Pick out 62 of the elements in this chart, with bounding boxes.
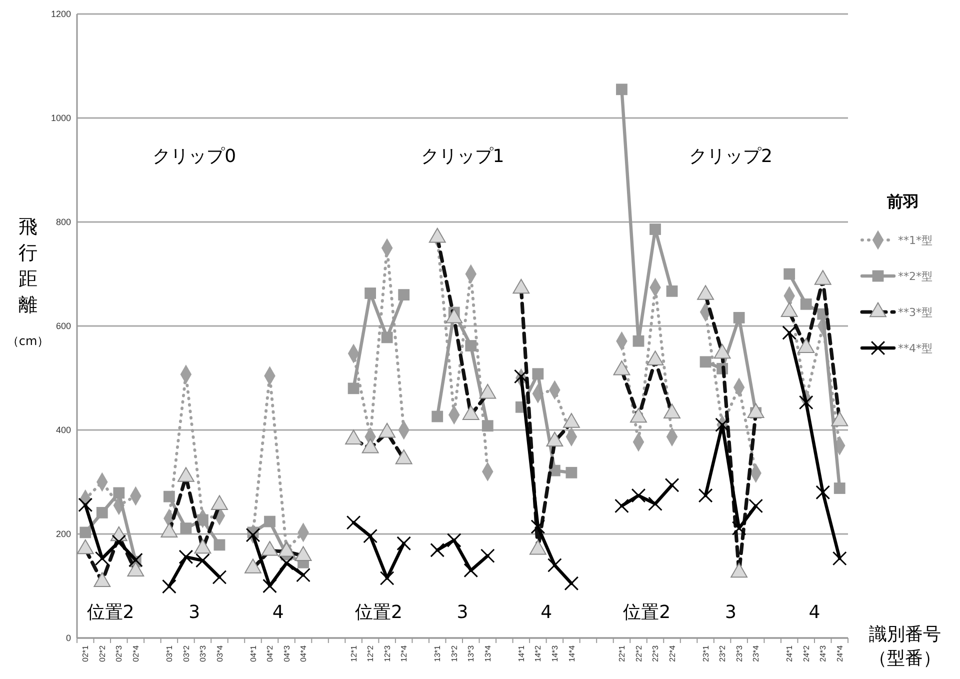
x-tick-label: 03*1	[164, 644, 174, 662]
legend-label: **1*型	[898, 234, 932, 247]
x-tick-label: 23*4	[752, 644, 761, 662]
x-tick-label: 14*4	[567, 644, 576, 662]
x-tick-label: 03*3	[198, 644, 208, 662]
legend-label: **2*型	[898, 270, 932, 283]
x-tick-label: 04*4	[299, 644, 308, 662]
annotation: 4	[540, 602, 552, 623]
x-tick-label: 22*3	[651, 644, 660, 662]
x-tick-label: 02*3	[114, 644, 124, 662]
y-tick-label: 800	[56, 216, 71, 227]
annotation: 4	[272, 602, 284, 623]
annotation: クリップ1	[420, 146, 504, 167]
annotation: 4	[808, 602, 820, 623]
x-tick-label: 14*3	[550, 644, 560, 662]
x-tick-label: 23*3	[734, 644, 744, 662]
x-tick-label: 02*2	[98, 644, 107, 662]
y-tick-label: 200	[56, 528, 71, 539]
x-tick-label: 14*1	[516, 644, 526, 662]
x-tick-label: 02*4	[131, 644, 140, 662]
x-tick-label: 03*4	[215, 644, 224, 662]
x-tick-label: 04*2	[266, 644, 275, 662]
annotation: 3	[456, 602, 468, 623]
x-tick-label: 02*1	[81, 644, 90, 662]
y-tick-label: 1200	[50, 8, 71, 19]
annotation: 3	[188, 602, 200, 623]
annotation: 位置2	[86, 602, 134, 623]
x-tick-label: 04*1	[248, 644, 258, 662]
annotation: クリップ2	[688, 146, 772, 167]
annotation: 3	[724, 602, 736, 623]
annotation: クリップ0	[152, 146, 236, 167]
x-tick-label: 14*2	[534, 644, 543, 662]
x-tick-label: 03*2	[182, 644, 191, 662]
x-tick-label: 24*4	[835, 644, 844, 662]
x-tick-label: 24*3	[818, 644, 828, 662]
x-tick-label: 12*1	[349, 644, 358, 662]
x-tick-label: 24*1	[785, 644, 794, 662]
annotation: 位置2	[354, 602, 402, 623]
legend-label: **3*型	[898, 306, 932, 319]
x-tick-label: 12*2	[366, 644, 376, 662]
x-tick-label: 13*3	[466, 644, 476, 662]
x-tick-label: 24*2	[802, 644, 811, 662]
x-tick-label: 12*3	[382, 644, 392, 662]
x-tick-label: 23*1	[701, 644, 710, 662]
x-tick-label: 23*2	[718, 644, 728, 662]
y-tick-label: 0	[66, 632, 71, 643]
annotation: 位置2	[623, 602, 671, 623]
x-tick-label: 22*1	[618, 644, 627, 662]
y-tick-label: 400	[56, 424, 71, 435]
y-axis-title: 飛行距離（cm）	[6, 216, 50, 348]
x-tick-label: 04*3	[282, 644, 292, 662]
legend-title: 前羽	[886, 192, 919, 211]
x-tick-label: 13*1	[433, 644, 442, 662]
x-tick-label: 22*2	[634, 644, 644, 662]
y-tick-label: 1000	[50, 112, 71, 123]
x-tick-label: 22*4	[668, 644, 677, 662]
x-tick-label: 12*4	[400, 644, 409, 662]
legend-label: **4*型	[898, 342, 932, 355]
x-tick-label: 13*2	[450, 644, 459, 662]
y-tick-label: 600	[56, 320, 71, 331]
x-tick-label: 13*4	[483, 644, 492, 662]
x-axis-title: 識別番号（型番）	[869, 624, 941, 669]
